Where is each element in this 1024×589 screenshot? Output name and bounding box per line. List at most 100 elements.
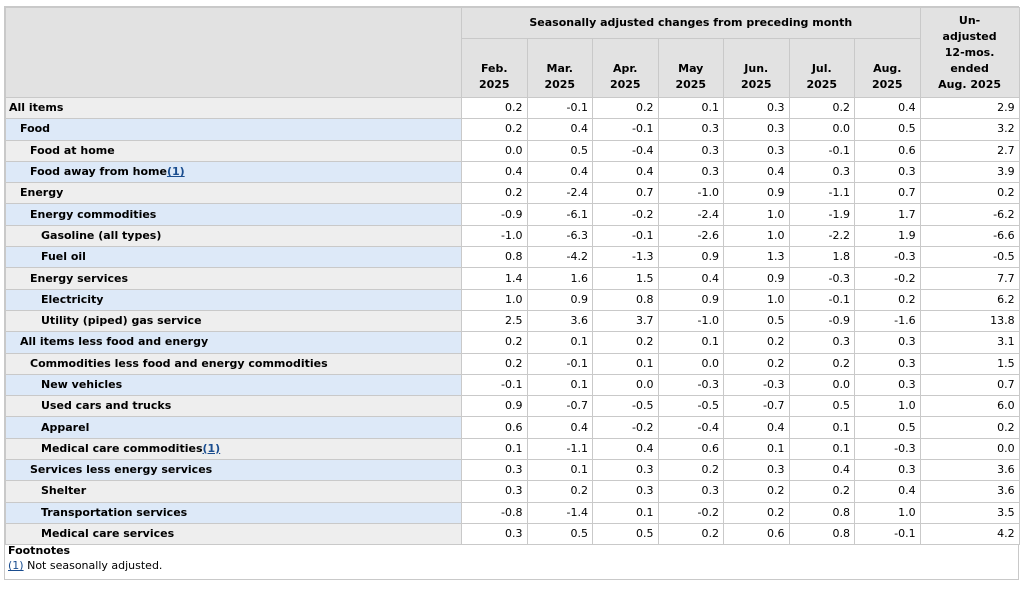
row-label: Commodities less food and energy commodi… (5, 352, 462, 375)
value-cell: 0.6 (854, 139, 921, 162)
value-cell: 0.1 (526, 459, 593, 482)
table-row: Energy 0.2 -2.4 0.7 -1.0 0.9 -1.1 0.7 0.2 (5, 182, 1020, 205)
row-label: Apparel (5, 416, 462, 439)
row-label: All items (5, 96, 462, 120)
unadjusted-value-cell: 0.0 (919, 437, 1020, 461)
footnote-link[interactable]: (1) (8, 559, 24, 572)
value-cell: -2.4 (526, 182, 593, 205)
value-cell: 0.5 (723, 309, 790, 333)
value-cell: 0.2 (723, 331, 790, 354)
table-row: Food away from home(1) 0.4 0.4 0.4 0.3 0.4 0.3… (5, 160, 1020, 184)
value-cell: 0.4 (592, 160, 659, 184)
value-cell: 0.3 (723, 96, 790, 120)
row-label-text: Gasoline (all types) (41, 228, 162, 242)
value-cell: -4.2 (526, 246, 593, 269)
value-cell: 0.3 (854, 331, 921, 354)
value-cell: 0.0 (592, 373, 659, 397)
value-cell: -0.1 (788, 139, 855, 162)
value-cell: 0.1 (526, 373, 593, 397)
unadjusted-value-cell: 7.7 (919, 267, 1020, 290)
value-cell: 0.2 (788, 352, 855, 375)
value-cell: 1.0 (461, 288, 528, 311)
value-cell: 0.6 (461, 416, 528, 439)
value-cell: 0.3 (723, 139, 790, 162)
value-cell: -1.9 (788, 203, 855, 226)
row-label-text: Transportation services (41, 505, 188, 519)
value-cell: 0.2 (723, 480, 790, 503)
month-header: Jun. 2025 (723, 38, 790, 98)
footnote-ref-link[interactable]: (1) (166, 165, 185, 179)
value-cell: -0.5 (657, 395, 724, 418)
value-cell: 0.3 (788, 160, 855, 184)
value-cell: 1.4 (461, 267, 528, 290)
unadjusted-value-cell: 3.9 (919, 160, 1020, 184)
row-label: Shelter (5, 480, 462, 503)
value-cell: -0.2 (657, 501, 724, 524)
value-cell: 0.4 (526, 118, 593, 141)
value-cell: 0.7 (592, 182, 659, 205)
row-label-text: Fuel oil (41, 250, 86, 264)
value-cell: 0.3 (592, 480, 659, 503)
row-label: Electricity (5, 288, 462, 311)
value-cell: -0.7 (526, 395, 593, 418)
row-label-text: Medical care services (41, 527, 175, 541)
row-label-text: Services less energy services (30, 463, 213, 477)
row-label: New vehicles (5, 373, 462, 397)
row-label: Food (5, 118, 462, 141)
value-cell: 0.4 (723, 416, 790, 439)
row-label-text: All items less food and energy (20, 335, 209, 349)
unadjusted-value-cell: 4.2 (919, 522, 1020, 546)
value-cell: 0.2 (854, 288, 921, 311)
unadjusted-value-cell: 13.8 (919, 309, 1020, 333)
value-cell: 0.3 (657, 480, 724, 503)
row-label: Medical care commodities(1) (5, 437, 462, 461)
value-cell: 0.4 (526, 160, 593, 184)
value-cell: -0.4 (592, 139, 659, 162)
table-row: Used cars and trucks 0.9 -0.7 -0.5 -0.5 -0.7 0… (5, 395, 1020, 418)
value-cell: -0.1 (526, 352, 593, 375)
value-cell: -2.4 (657, 203, 724, 226)
cpi-changes-table: Seasonally adjusted changes from precedi… (5, 7, 1020, 546)
value-cell: -6.1 (526, 203, 593, 226)
unadjusted-value-cell: -6.6 (919, 224, 1020, 248)
value-cell: 0.3 (657, 118, 724, 141)
value-cell: 0.3 (854, 160, 921, 184)
value-cell: -0.1 (592, 224, 659, 248)
value-cell: 0.3 (461, 522, 528, 546)
row-label: Gasoline (all types) (5, 224, 462, 248)
value-cell: 0.5 (788, 395, 855, 418)
unadjusted-header: Un- adjusted 12-mos. ended Aug. 2025 (919, 7, 1020, 98)
value-cell: 0.0 (657, 352, 724, 375)
table-row: New vehicles -0.1 0.1 0.0 -0.3 -0.3 0.0 0.3 0.7 (5, 373, 1020, 397)
value-cell: 0.2 (526, 480, 593, 503)
value-cell: 0.3 (461, 459, 528, 482)
value-cell: 1.0 (723, 288, 790, 311)
row-label: Utility (piped) gas service (5, 309, 462, 333)
row-label-text: Used cars and trucks (41, 399, 172, 413)
row-label: Food away from home(1) (5, 160, 462, 184)
value-cell: 0.2 (723, 501, 790, 524)
value-cell: 0.4 (657, 267, 724, 290)
value-cell: 0.9 (526, 288, 593, 311)
row-label: Energy commodities (5, 203, 462, 226)
footnotes: Footnotes (1) Not seasonally adjusted. (8, 543, 162, 573)
row-label: Used cars and trucks (5, 395, 462, 418)
table-row: All items 0.2 -0.1 0.2 0.1 0.3 0.2 0.4 2.9 (5, 96, 1020, 120)
value-cell: -0.1 (854, 522, 921, 546)
value-cell: 0.3 (854, 373, 921, 397)
value-cell: 0.1 (461, 437, 528, 461)
value-cell: 0.2 (592, 331, 659, 354)
table-row: Medical care commodities(1) 0.1 -1.1 0.4 0.6… (5, 437, 1020, 461)
table-row: Energy services 1.4 1.6 1.5 0.4 0.9 -0.3 -0.2 7.… (5, 267, 1020, 290)
value-cell: 0.0 (788, 118, 855, 141)
value-cell: 0.3 (854, 459, 921, 482)
value-cell: 1.7 (854, 203, 921, 226)
row-label-text: Food (20, 122, 51, 136)
table-row: Fuel oil 0.8 -4.2 -1.3 0.9 1.3 1.8 -0.3 -0.5 (5, 246, 1020, 269)
value-cell: 1.9 (854, 224, 921, 248)
row-label-text: New vehicles (41, 378, 123, 391)
value-cell: 0.9 (657, 288, 724, 311)
footnote-ref-link[interactable]: (1) (202, 441, 221, 455)
row-label-text: Commodities less food and energy commodi… (30, 356, 328, 370)
month-header: Jul. 2025 (788, 38, 855, 98)
